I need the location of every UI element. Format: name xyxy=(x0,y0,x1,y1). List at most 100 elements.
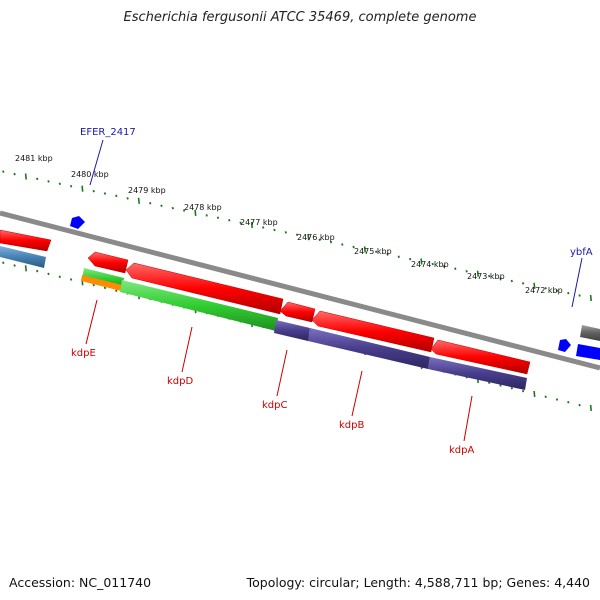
scale-dot xyxy=(47,180,50,183)
scale-dot xyxy=(578,403,581,407)
scale-dot xyxy=(431,262,434,266)
scale-dot xyxy=(262,226,265,229)
scale-dot xyxy=(488,274,491,278)
scale-tick xyxy=(81,185,84,192)
misc-feature-arrow[interactable] xyxy=(580,325,600,341)
gene-kdpE-orange[interactable] xyxy=(81,275,122,291)
scale-tick xyxy=(194,209,197,216)
gene-label-kdpA[interactable]: kdpA xyxy=(449,445,474,456)
scale-dot xyxy=(182,209,186,212)
small-feature-ybfA[interactable] xyxy=(558,339,571,352)
steel-feature[interactable] xyxy=(0,246,46,268)
scale-dot xyxy=(499,384,502,387)
scale-dot xyxy=(2,170,5,173)
scale-dot xyxy=(13,264,16,267)
scale-dot xyxy=(341,243,344,246)
scale-tick xyxy=(420,258,423,265)
scale-dot xyxy=(239,221,242,224)
scale-tick xyxy=(363,246,366,253)
scale-dot xyxy=(375,250,378,254)
cds-arrow[interactable] xyxy=(125,262,284,315)
scale-dot xyxy=(567,291,570,295)
scale-dot xyxy=(115,289,118,292)
scale-dot xyxy=(499,277,502,280)
scale-dot xyxy=(578,294,581,297)
label-leaders xyxy=(85,139,583,442)
cds-arrow[interactable] xyxy=(0,229,52,252)
genome-backbone xyxy=(0,210,600,371)
gene-label-kdpE[interactable]: kdpE xyxy=(71,348,96,359)
cds-arrow[interactable] xyxy=(87,251,129,274)
scale-dot xyxy=(69,184,73,188)
scale-dot xyxy=(115,194,118,198)
scale-dot xyxy=(295,233,299,237)
scale-dot xyxy=(103,286,107,290)
scale-dot xyxy=(171,206,174,210)
small-feature-EFER_2417[interactable] xyxy=(70,216,85,229)
leader-kdpB xyxy=(351,370,363,417)
scale-label: 2475 kbp xyxy=(354,247,392,256)
gene-label-EFER_2417[interactable]: EFER_2417 xyxy=(80,127,136,138)
scale-dot xyxy=(567,401,570,404)
scale-tick xyxy=(533,282,536,289)
scale-dot xyxy=(36,269,39,273)
scale-dot xyxy=(510,387,513,390)
scale-dot xyxy=(149,201,152,205)
leader-kdpD xyxy=(181,326,193,373)
scale-label: 2481 kbp xyxy=(15,154,53,163)
small-feature-right[interactable] xyxy=(576,344,600,360)
scale-dot xyxy=(408,257,412,261)
scale-dot xyxy=(555,398,559,401)
scale-dot xyxy=(397,255,400,258)
scale-tick xyxy=(307,234,310,241)
scale-dot xyxy=(69,278,73,281)
gene-kdpB[interactable] xyxy=(308,328,430,369)
gene-label-ybfA[interactable]: ybfA xyxy=(570,247,593,258)
scale-tick xyxy=(533,390,536,397)
scale-dot xyxy=(92,189,95,193)
scale-dot xyxy=(544,395,547,398)
top-strand-features[interactable] xyxy=(0,229,600,375)
scale-dot xyxy=(454,267,457,271)
cds-arrow[interactable] xyxy=(430,339,531,375)
scale-label: 2473 kbp xyxy=(467,272,505,281)
scale-dot xyxy=(126,197,129,200)
leader-kdpC xyxy=(276,349,288,397)
scale-tick xyxy=(24,265,27,272)
gene-kdpD[interactable] xyxy=(120,280,278,331)
scale-label: 2472 kbp xyxy=(525,286,563,295)
scale-tick xyxy=(589,294,592,302)
scale-dot xyxy=(386,252,389,256)
gene-label-kdpB[interactable]: kdpB xyxy=(339,420,364,431)
scale-label: 2480 kbp xyxy=(71,170,109,179)
leader-ybfA xyxy=(571,257,583,308)
cds-arrow[interactable] xyxy=(279,301,316,323)
scale-label: 2478 kbp xyxy=(184,203,222,212)
scale-tick xyxy=(24,173,27,180)
scale-dot xyxy=(273,228,276,232)
scale-label: 2476 kbp xyxy=(297,233,335,242)
gene-label-kdpD[interactable]: kdpD xyxy=(167,376,193,387)
scale-dot xyxy=(58,182,61,186)
topology-text: Topology: circular; Length: 4,588,711 bp… xyxy=(246,575,590,590)
gene-label-kdpC[interactable]: kdpC xyxy=(262,400,287,411)
cds-arrow[interactable] xyxy=(311,310,435,353)
leader-kdpE xyxy=(85,299,98,345)
scale-dot xyxy=(284,231,287,234)
scale-dot xyxy=(228,218,231,222)
gene-kdpA[interactable] xyxy=(428,357,527,390)
bottom-strand-features[interactable] xyxy=(0,246,527,390)
scale-dot xyxy=(160,204,163,207)
scale-tick xyxy=(137,197,140,204)
scale-dot xyxy=(36,177,39,181)
leader-kdpA xyxy=(463,395,473,442)
scale-dot xyxy=(92,283,95,287)
scale-tick xyxy=(250,222,253,229)
gene-kdpC[interactable] xyxy=(274,320,310,341)
scale-dot xyxy=(318,238,321,241)
scale-dot xyxy=(442,265,446,268)
scale-dot xyxy=(329,240,333,244)
map-title: Escherichia fergusonii ATCC 35469, compl… xyxy=(123,10,477,25)
scale-label: 2477 kbp xyxy=(240,218,278,227)
